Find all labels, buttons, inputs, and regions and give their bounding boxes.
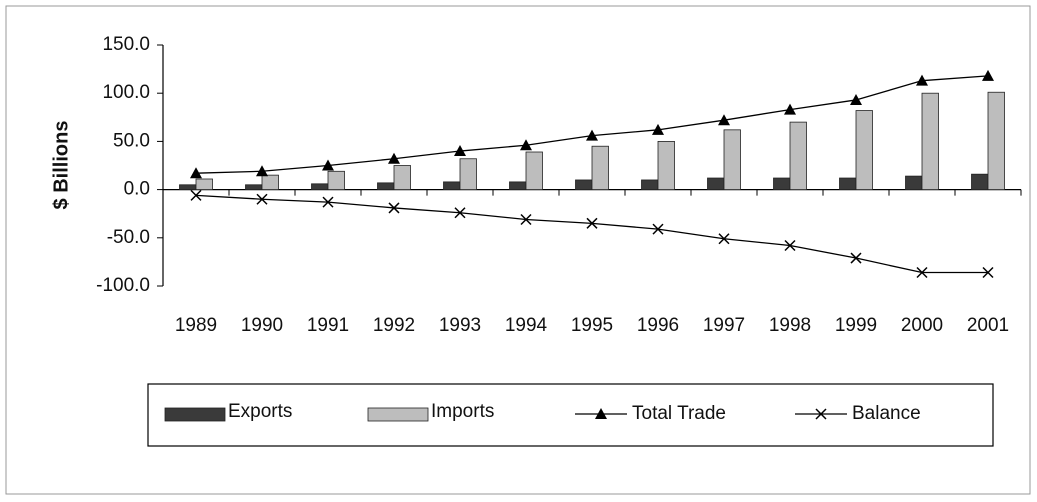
point bbox=[850, 93, 862, 105]
bar bbox=[525, 151, 543, 190]
bar bbox=[707, 177, 725, 190]
bar bbox=[971, 173, 989, 190]
point bbox=[520, 139, 532, 151]
point bbox=[454, 207, 466, 219]
point bbox=[850, 252, 862, 264]
legend-box bbox=[147, 383, 994, 447]
legend-label: Total Trade bbox=[632, 403, 726, 424]
point bbox=[586, 217, 598, 229]
bar bbox=[179, 184, 197, 190]
y-tick-label: 0.0 bbox=[124, 179, 150, 200]
y-tick-label: 100.0 bbox=[102, 82, 150, 103]
bar bbox=[657, 140, 675, 190]
point bbox=[916, 74, 928, 86]
y-tick-label: 50.0 bbox=[113, 130, 150, 151]
bar bbox=[575, 179, 593, 191]
point bbox=[322, 159, 334, 171]
x-tick-label: 1999 bbox=[835, 315, 877, 336]
x-tick-label: 1996 bbox=[637, 315, 679, 336]
x-tick-label: 1994 bbox=[505, 315, 548, 336]
point bbox=[652, 223, 664, 235]
bar bbox=[377, 182, 395, 191]
bar bbox=[921, 92, 939, 190]
point bbox=[982, 69, 994, 81]
point bbox=[256, 165, 268, 177]
point bbox=[190, 167, 202, 179]
x-tick-label: 2001 bbox=[967, 315, 1009, 336]
legend-label: Imports bbox=[431, 401, 494, 422]
bar bbox=[443, 181, 461, 191]
bar bbox=[393, 165, 411, 191]
y-tick-label: 150.0 bbox=[102, 34, 150, 55]
bar bbox=[723, 129, 741, 191]
bar bbox=[855, 110, 873, 190]
legend-label: Exports bbox=[228, 401, 292, 422]
x-tick-label: 1995 bbox=[571, 315, 613, 336]
point bbox=[388, 152, 400, 164]
bar bbox=[641, 179, 659, 191]
bar bbox=[261, 174, 279, 190]
point bbox=[982, 266, 994, 279]
frame bbox=[5, 5, 1031, 495]
x-tick-label: 2000 bbox=[901, 315, 943, 336]
bar bbox=[509, 181, 527, 191]
bar bbox=[591, 145, 609, 191]
bar bbox=[245, 184, 263, 190]
point bbox=[784, 239, 796, 252]
y-axis-label: $ Billions bbox=[50, 121, 72, 210]
line bbox=[195, 194, 988, 274]
point bbox=[784, 103, 796, 115]
x-tick-label: 1989 bbox=[175, 315, 217, 336]
bar bbox=[459, 158, 477, 190]
bar bbox=[789, 121, 807, 191]
bar bbox=[987, 91, 1005, 190]
x-tick-label: 1990 bbox=[241, 315, 283, 336]
point bbox=[586, 129, 598, 141]
point bbox=[718, 233, 730, 245]
x-tick-label: 1993 bbox=[439, 315, 481, 336]
x-tick-label: 1997 bbox=[703, 315, 745, 336]
legend-swatch bbox=[164, 407, 226, 422]
legend-marker bbox=[815, 408, 827, 420]
x-tick-label: 1992 bbox=[373, 315, 415, 336]
x-tick-label: 1998 bbox=[769, 315, 811, 336]
y-tick-label: -50.0 bbox=[107, 227, 150, 248]
legend-swatch bbox=[367, 407, 429, 422]
bar bbox=[905, 175, 923, 191]
point bbox=[916, 266, 928, 279]
bar bbox=[327, 170, 345, 190]
y-tick-label: -100.0 bbox=[96, 275, 150, 296]
bar bbox=[195, 178, 213, 191]
bar bbox=[311, 183, 329, 190]
legend-label: Balance bbox=[852, 403, 921, 424]
point bbox=[190, 189, 202, 201]
point bbox=[388, 202, 400, 214]
point bbox=[718, 114, 730, 126]
point bbox=[652, 123, 664, 135]
bar bbox=[773, 177, 791, 190]
point bbox=[520, 213, 532, 226]
point bbox=[454, 145, 466, 157]
point bbox=[322, 196, 334, 208]
bar bbox=[839, 177, 857, 190]
legend-marker bbox=[595, 408, 607, 419]
x-tick-label: 1991 bbox=[307, 315, 349, 336]
point bbox=[256, 193, 268, 205]
